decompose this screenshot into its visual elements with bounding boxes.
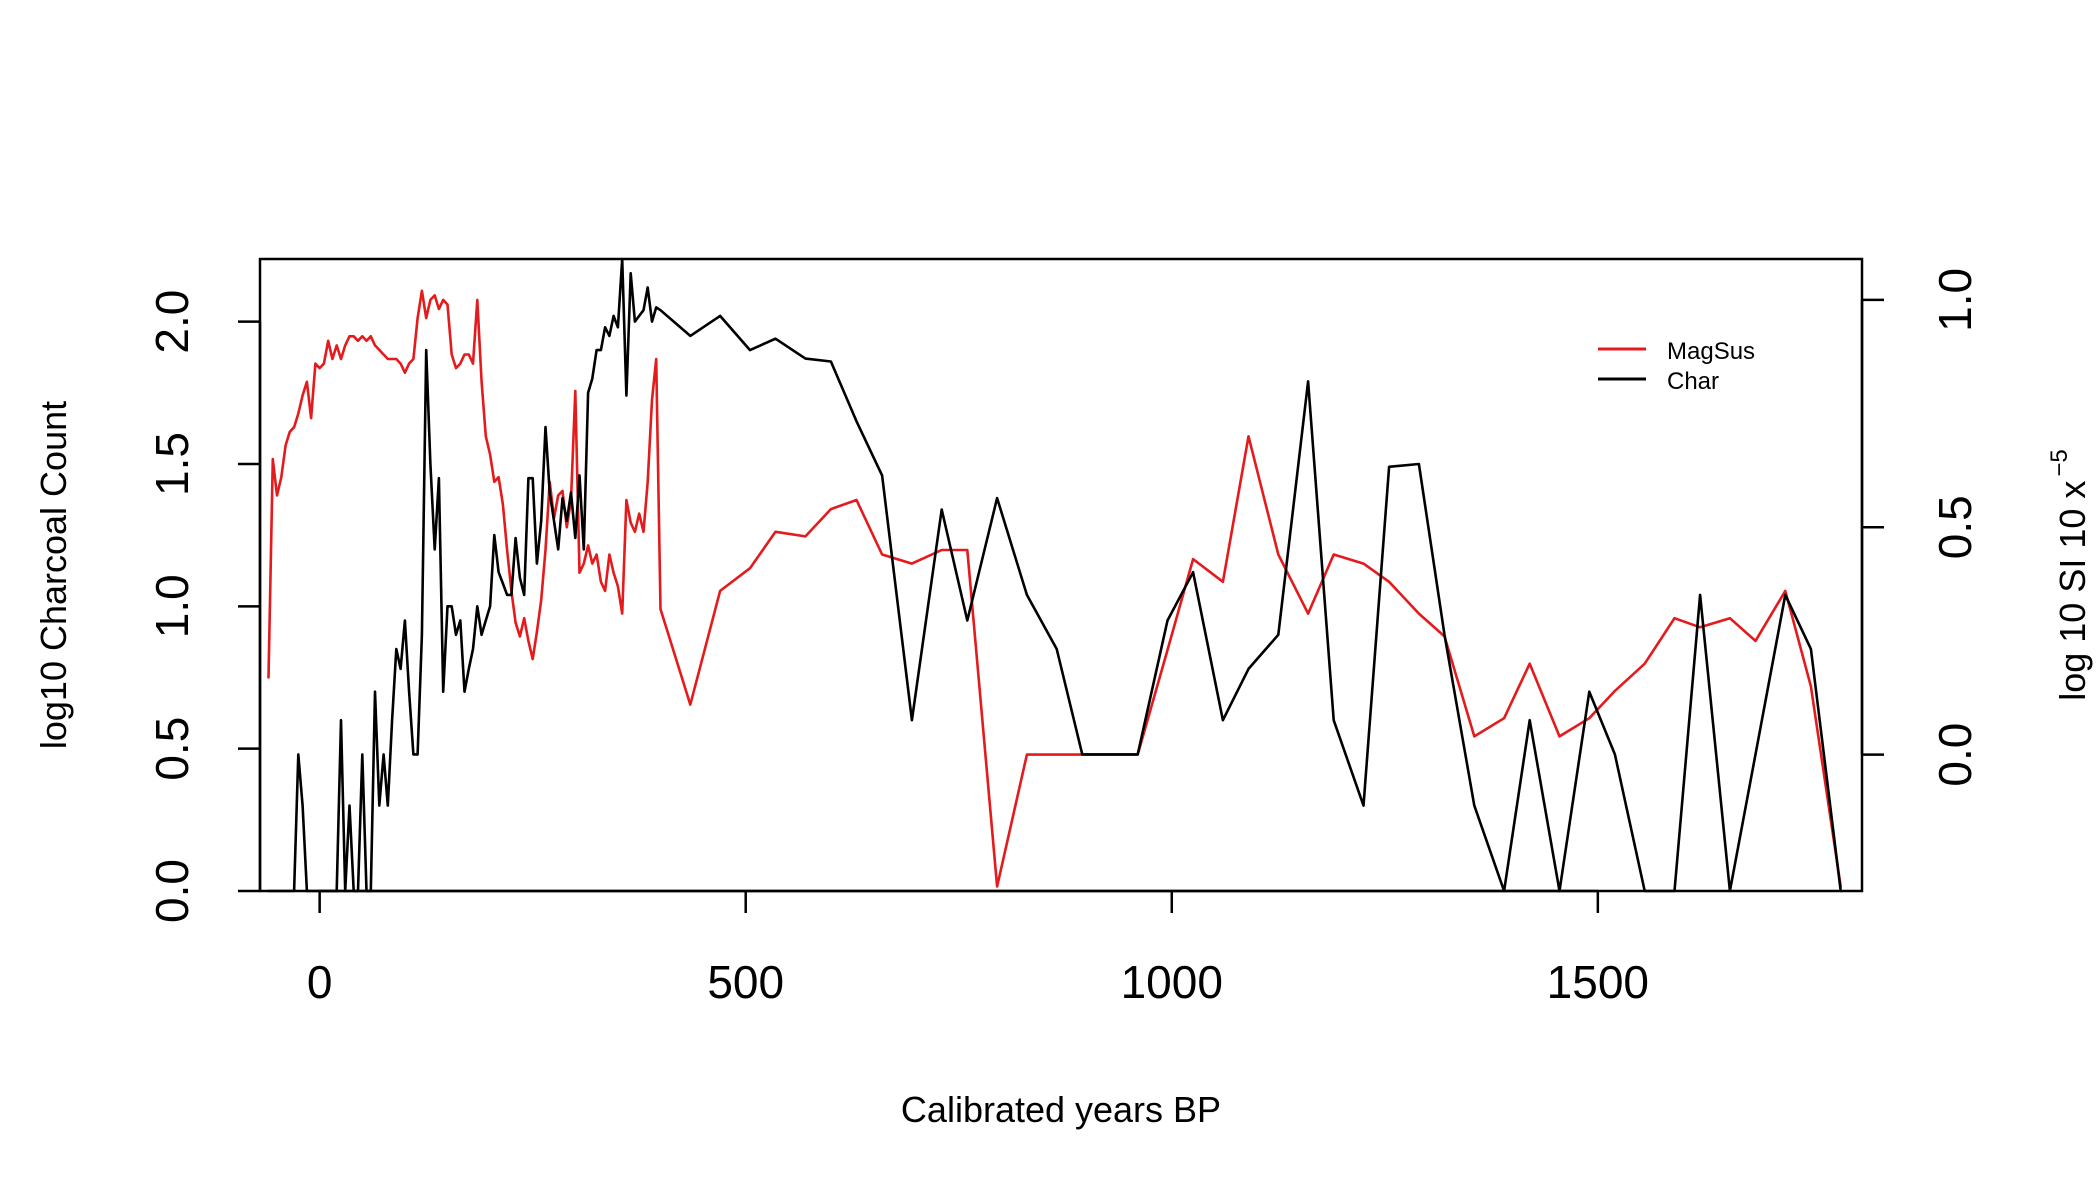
series-line-char	[267, 257, 1842, 893]
y-axis-right-label: log 10 SI 10 x −5	[2046, 449, 2093, 701]
x-axis: 0 500 1000 1500	[307, 889, 1649, 1008]
x-tick-label: 0	[307, 956, 333, 1008]
y-right-tick-label: 0.5	[1929, 495, 1981, 559]
x-axis-label: Calibrated years BP	[901, 1089, 1221, 1130]
series-layer	[267, 257, 1842, 893]
legend-label-magsus: MagSus	[1667, 338, 1755, 365]
y-left-tick-label: 0.5	[146, 717, 198, 781]
y-right-tick-label: 1.0	[1929, 268, 1981, 332]
y-right-tick-label: 0.0	[1929, 723, 1981, 787]
y-axis-right: 0.0 0.5 1.0	[1860, 268, 1981, 787]
y-axis-left: 0.0 0.5 1.0 1.5 2.0	[146, 290, 262, 923]
x-tick-label: 500	[707, 956, 784, 1008]
y-axis-right-label-main: log 10 SI 10 x	[2052, 481, 2093, 701]
x-tick-label: 1500	[1547, 956, 1649, 1008]
x-tick-label: 1000	[1121, 956, 1223, 1008]
y-left-tick-label: 1.5	[146, 432, 198, 496]
y-axis-right-label-exponent: −5	[2046, 449, 2073, 476]
y-axis-left-label: log10 Charcoal Count	[33, 401, 74, 749]
y-left-tick-label: 2.0	[146, 290, 198, 354]
y-left-tick-label: 1.0	[146, 574, 198, 638]
legend: MagSus Char	[1598, 338, 1755, 395]
legend-label-char: Char	[1667, 368, 1719, 395]
y-left-tick-label: 0.0	[146, 859, 198, 923]
